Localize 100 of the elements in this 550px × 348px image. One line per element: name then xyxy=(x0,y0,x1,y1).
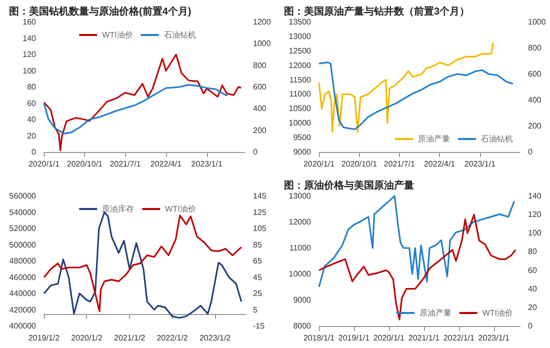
y-tick-label: 80 xyxy=(27,82,37,92)
y2-tick-label: 120 xyxy=(528,210,542,220)
x-tick-label: 2018/1/1 xyxy=(303,334,336,342)
y2-tick-label: 40 xyxy=(528,284,538,294)
y-tick-label: 12000 xyxy=(288,218,312,226)
y-tick-label: 10000 xyxy=(288,270,312,278)
y-tick-label: 460000 xyxy=(9,272,37,282)
y-tick-label: 140 xyxy=(22,34,37,43)
y-tick-label: 11000 xyxy=(289,244,312,252)
y-tick-label: 9500 xyxy=(293,133,312,142)
y2-tick-label: 600 xyxy=(528,70,542,78)
y2-tick-label: 1000 xyxy=(253,39,272,48)
y2-tick-label: 140 xyxy=(528,192,542,200)
y2-tick-label: 100 xyxy=(528,228,542,238)
x-tick-label: 2020/1/2 xyxy=(71,334,103,342)
legend-label: WTI油价 xyxy=(165,204,196,214)
x-tick-label: 2020/1/1 xyxy=(373,334,406,342)
y2-tick-label: 400 xyxy=(253,104,267,114)
legend-label: WTI油价 xyxy=(482,308,514,318)
y-tick-label: 40 xyxy=(27,115,37,124)
y2-tick-label: 65 xyxy=(253,256,262,266)
x-tick-label: 2022/1/1 xyxy=(443,334,476,342)
chart-title: 图：美国原油产量与钻井数（前置3个月） xyxy=(284,6,470,18)
legend-label: WTI油价 xyxy=(102,30,133,40)
y2-tick-label: 800 xyxy=(528,44,542,52)
y2-tick-label: 1200 xyxy=(253,18,272,26)
y2-tick-label: 80 xyxy=(528,247,538,256)
y2-tick-label: 145 xyxy=(253,192,267,200)
y2-tick-label: 25 xyxy=(253,289,262,298)
x-tick-label: 2020/10/1 xyxy=(66,160,104,168)
x-tick-label: 2023/1/1 xyxy=(478,334,510,342)
x-tick-label: 2020/1/1 xyxy=(303,160,336,168)
y2-tick-label: 200 xyxy=(253,126,267,135)
x-tick-label: 2020/1/1 xyxy=(28,160,60,168)
y-tick-label: 520000 xyxy=(9,224,37,233)
x-tick-label: 2022/1/2 xyxy=(156,334,188,342)
legend-label: 原油库存 xyxy=(102,204,134,214)
y-tick-label: 9000 xyxy=(293,296,312,304)
line-series xyxy=(318,41,494,133)
y2-tick-label: 200 xyxy=(528,122,542,130)
y-tick-label: 400000 xyxy=(9,322,37,330)
x-tick-label: 2022/4/1 xyxy=(150,160,182,168)
y2-tick-label: 60 xyxy=(528,266,538,275)
x-tick-label: 2023/1/1 xyxy=(191,160,223,168)
x-tick-label: 2019/1/2 xyxy=(28,334,60,342)
y2-tick-label: 105 xyxy=(253,224,267,233)
line-series xyxy=(43,84,228,134)
y-tick-label: 13500 xyxy=(288,18,312,26)
y2-tick-label: 1000 xyxy=(528,18,546,26)
line-series xyxy=(43,54,242,152)
y-tick-label: 120 xyxy=(22,50,37,59)
y2-tick-label: 800 xyxy=(253,60,267,70)
x-tick-label: 2020/10/1 xyxy=(341,160,378,168)
y2-tick-label: 0 xyxy=(253,148,258,156)
line-series xyxy=(318,195,515,288)
y-tick-label: 10500 xyxy=(288,104,312,114)
y2-tick-label: 400 xyxy=(528,96,542,104)
y-tick-label: 20 xyxy=(27,131,37,140)
y2-tick-label: 0 xyxy=(528,148,533,156)
x-tick-label: 2021/7/1 xyxy=(384,160,416,168)
y-tick-label: 9000 xyxy=(293,148,312,156)
y2-tick-label: 45 xyxy=(253,272,262,282)
x-tick-label: 2021/1/2 xyxy=(114,334,146,342)
y-tick-label: 480000 xyxy=(9,256,37,266)
y-tick-label: 11000 xyxy=(289,90,312,99)
x-tick-label: 2019/1/1 xyxy=(338,334,370,342)
y-tick-label: 13000 xyxy=(288,192,312,200)
y2-tick-label: 0 xyxy=(528,322,533,330)
y-tick-label: 500000 xyxy=(9,240,37,250)
y-tick-label: 60 xyxy=(27,98,37,108)
legend-label: 原油产量 xyxy=(419,308,452,318)
y-tick-label: 440000 xyxy=(9,289,37,298)
x-tick-label: 2023/1/2 xyxy=(199,334,232,342)
y2-tick-label: -15 xyxy=(253,322,266,330)
y2-tick-label: 20 xyxy=(528,302,538,312)
x-tick-label: 2021/1/1 xyxy=(408,334,440,342)
legend-label: 石油钻机 xyxy=(164,30,196,40)
x-tick-label: 2023/1/1 xyxy=(464,160,496,168)
legend-label: 石油钻机 xyxy=(481,134,513,144)
x-tick-label: 2021/7/1 xyxy=(110,160,142,168)
line-series xyxy=(318,62,514,130)
chart-title: 图：美国钻机数量与原油价格(前置4个月) xyxy=(9,6,192,18)
y-tick-label: 8000 xyxy=(293,322,312,330)
y-tick-label: 420000 xyxy=(9,305,37,314)
y2-tick-label: 125 xyxy=(253,208,267,217)
line-series xyxy=(318,214,516,320)
y2-tick-label: 5 xyxy=(253,305,258,314)
y-tick-label: 12500 xyxy=(288,46,312,56)
x-tick-label: 2022/4/1 xyxy=(424,160,456,168)
y-tick-label: 540000 xyxy=(9,208,37,217)
y2-tick-label: 85 xyxy=(253,240,262,250)
chart-title: 图：原油价格与美国原油产量 xyxy=(284,180,414,192)
legend-label: 原油产量 xyxy=(418,134,450,144)
y-tick-label: 13000 xyxy=(288,32,312,41)
y-tick-label: 0 xyxy=(32,148,37,156)
y-tick-label: 100 xyxy=(22,66,37,76)
y2-tick-label: 600 xyxy=(253,82,267,92)
y-tick-label: 160 xyxy=(22,18,37,26)
y-tick-label: 11500 xyxy=(289,75,312,84)
y-tick-label: 560000 xyxy=(9,192,37,200)
